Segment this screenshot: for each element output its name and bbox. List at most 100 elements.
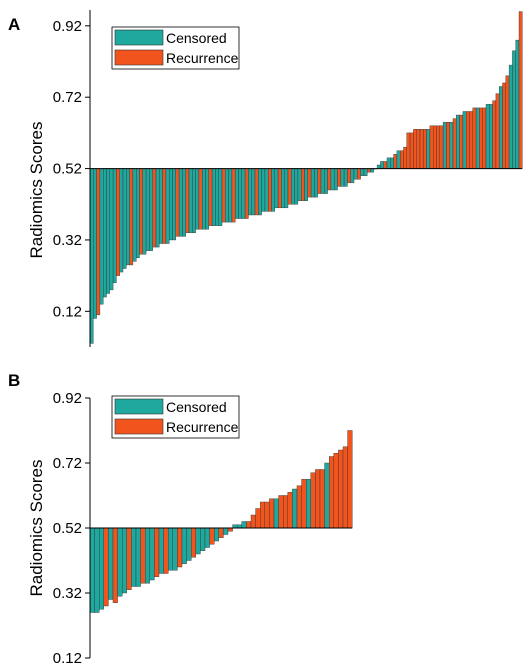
panel-b-bar xyxy=(103,527,109,607)
panel-b-bar xyxy=(218,527,224,538)
panel-a-bar xyxy=(442,121,447,169)
panel-a-bar xyxy=(469,111,473,169)
panel-b-y-axis-label: Radiomics Scores xyxy=(27,460,46,597)
panel-a-bar xyxy=(122,168,127,269)
panel-a-bar xyxy=(340,168,345,187)
panel-a-bar xyxy=(419,129,424,169)
panel-a-bar xyxy=(192,168,196,234)
panel-a-legend-recurrence-label: Recurrence xyxy=(166,50,239,66)
panel-a-bar xyxy=(386,157,391,169)
panel-a-bar xyxy=(449,121,454,169)
panel-a-bar xyxy=(162,168,167,244)
panel-a-bar xyxy=(489,104,493,169)
panel-b-bar xyxy=(283,495,289,529)
panel-a-bar xyxy=(324,168,328,194)
panel-a-bar xyxy=(238,168,242,219)
panel-a-bar xyxy=(479,107,483,169)
panel-a-bar xyxy=(271,168,275,212)
panel-b-bar xyxy=(255,508,261,529)
panel-a-bar xyxy=(413,129,417,169)
panel-a-bar xyxy=(159,168,163,244)
panel-a-bar xyxy=(357,168,361,180)
panel-a-y-ticks: 0.12 0.32 0.52 0.72 0.92 xyxy=(53,18,90,320)
panel-a-bar xyxy=(93,168,97,319)
panel-a-bar xyxy=(178,168,183,237)
panel-a-bar xyxy=(277,168,282,209)
panel-a-bar xyxy=(258,168,262,216)
panel-a-bar xyxy=(281,168,285,209)
panel-a-bar xyxy=(350,168,355,184)
panel-a-bar xyxy=(119,168,124,273)
panel-a-bar xyxy=(334,168,338,191)
panel-b-bar xyxy=(260,501,266,529)
panel-a-bar xyxy=(353,168,358,180)
panel-b-bar xyxy=(144,527,150,584)
panel-b-bar xyxy=(342,446,348,529)
panel-a-bar xyxy=(294,168,299,205)
panel-a-legend-recurrence-swatch xyxy=(114,49,164,66)
panel-a-bar xyxy=(343,168,348,187)
panel-b-bar xyxy=(195,527,201,555)
panel-a-bar xyxy=(416,129,421,169)
panel-b-bar xyxy=(131,527,137,587)
panel-a-bar xyxy=(116,168,120,276)
panel-a-bar xyxy=(251,168,256,216)
panel-a-bar xyxy=(380,161,384,169)
panel-b-bar xyxy=(108,527,114,600)
panel-a-bar xyxy=(112,168,117,283)
panel-b-bar xyxy=(315,469,321,529)
panel-b-bar xyxy=(296,485,302,529)
panel-b-bar xyxy=(190,527,196,558)
panel-b-bar xyxy=(209,527,215,545)
panel-b-bar xyxy=(273,498,279,529)
panel-a-bar xyxy=(99,168,104,305)
panel-a-bar xyxy=(185,168,190,234)
panel-a-bar xyxy=(429,125,434,169)
panel-a-bar xyxy=(310,168,315,198)
panel-b-bar xyxy=(329,456,335,529)
panel-a-bar xyxy=(439,125,444,169)
panel-a-bar xyxy=(475,107,480,169)
panel-b-y-ticks: 0.12 0.32 0.52 0.72 0.92 xyxy=(53,390,90,666)
panel-a-bar xyxy=(264,168,269,212)
panel-a-legend-censored-label: Censored xyxy=(166,30,227,46)
panel-b-bar xyxy=(94,527,100,613)
panel-b-bar xyxy=(287,492,293,529)
panel-b-bar xyxy=(112,527,118,603)
panel-a-bar xyxy=(291,168,295,205)
panel-b-bar xyxy=(223,527,229,535)
panel-a-bar xyxy=(433,125,437,169)
panel-b-y-tick-label: 0.72 xyxy=(53,455,82,472)
panel-a-bar xyxy=(314,168,318,198)
panel-a-bar xyxy=(327,168,332,191)
panel-a-bar xyxy=(109,168,114,291)
panel-b-bar xyxy=(347,430,353,529)
panel-b-bar xyxy=(172,527,178,571)
panel-a-bar xyxy=(393,154,398,169)
panel-b-bar xyxy=(241,521,247,529)
panel-b-bar xyxy=(324,462,330,529)
panel-a-bar xyxy=(376,164,381,169)
panel-b-bar xyxy=(246,521,252,529)
panel-a-y-tick-label: 0.72 xyxy=(53,89,82,106)
panel-a-bar xyxy=(106,168,110,294)
panel-a-bar xyxy=(126,168,130,266)
panel-a-bar xyxy=(485,104,490,169)
panel-a-bar xyxy=(241,168,246,219)
panel-b-bar xyxy=(269,498,275,529)
panel-a-bar xyxy=(515,39,520,169)
panel-a-bar xyxy=(96,168,101,316)
panel-a-bar xyxy=(347,168,351,184)
panel-b-legend-recurrence-label: Recurrence xyxy=(166,419,239,435)
panel-b-y-tick-label: 0.32 xyxy=(53,585,82,602)
panel-a-legend: Censored Recurrence xyxy=(111,26,240,70)
panel-b-bar xyxy=(149,527,155,581)
panel-a-bar xyxy=(175,168,180,237)
panel-b-bar xyxy=(89,527,95,613)
panel-a-bar xyxy=(307,168,312,198)
panel-b-bar xyxy=(250,514,256,529)
panel-a-bar xyxy=(221,168,226,223)
panel-b-bar xyxy=(154,527,160,577)
panel-b-bar xyxy=(135,527,141,587)
panel-a-bar xyxy=(228,168,233,223)
